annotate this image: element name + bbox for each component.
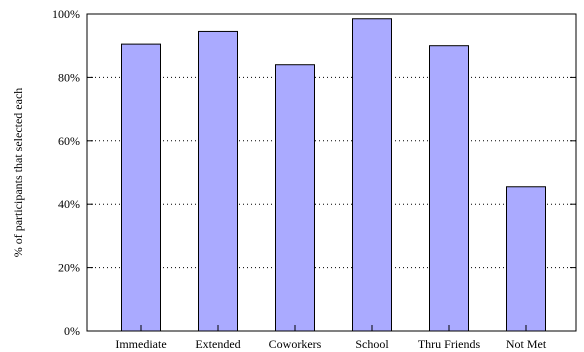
x-category-label: Immediate (115, 337, 166, 351)
bars-layer (121, 18, 546, 332)
y-axis-label: % of participants that selected each (11, 88, 25, 258)
x-category-label: Coworkers (269, 337, 322, 351)
bar-extended (198, 30, 238, 332)
bar-thru-friends (429, 45, 469, 332)
x-category-label: Extended (195, 337, 240, 351)
bar-immediate (121, 43, 161, 332)
x-category-label: Thru Friends (418, 337, 481, 351)
x-category-label: Not Met (506, 337, 547, 351)
y-tick-label: 60% (58, 134, 80, 148)
x-labels-layer: Immediate Extended Coworkers School Thru Fri… (115, 325, 547, 351)
bar-coworkers (275, 64, 315, 332)
x-category-label: School (355, 337, 389, 351)
axes-layer (86, 13, 577, 332)
y-tick-label: 100% (52, 7, 80, 21)
grid-layer (87, 76, 576, 269)
y-tick-label: 40% (58, 197, 80, 211)
y-tick-label: 20% (58, 261, 80, 275)
bar-not-met (506, 186, 546, 332)
y-tick-label: 80% (58, 70, 80, 84)
y-tick-label: 0% (64, 324, 80, 338)
y-ticks-layer: 0% 20% 40% 60% 80% 100% (52, 7, 576, 338)
bar-school (352, 18, 392, 332)
plot-frame (86, 13, 577, 332)
